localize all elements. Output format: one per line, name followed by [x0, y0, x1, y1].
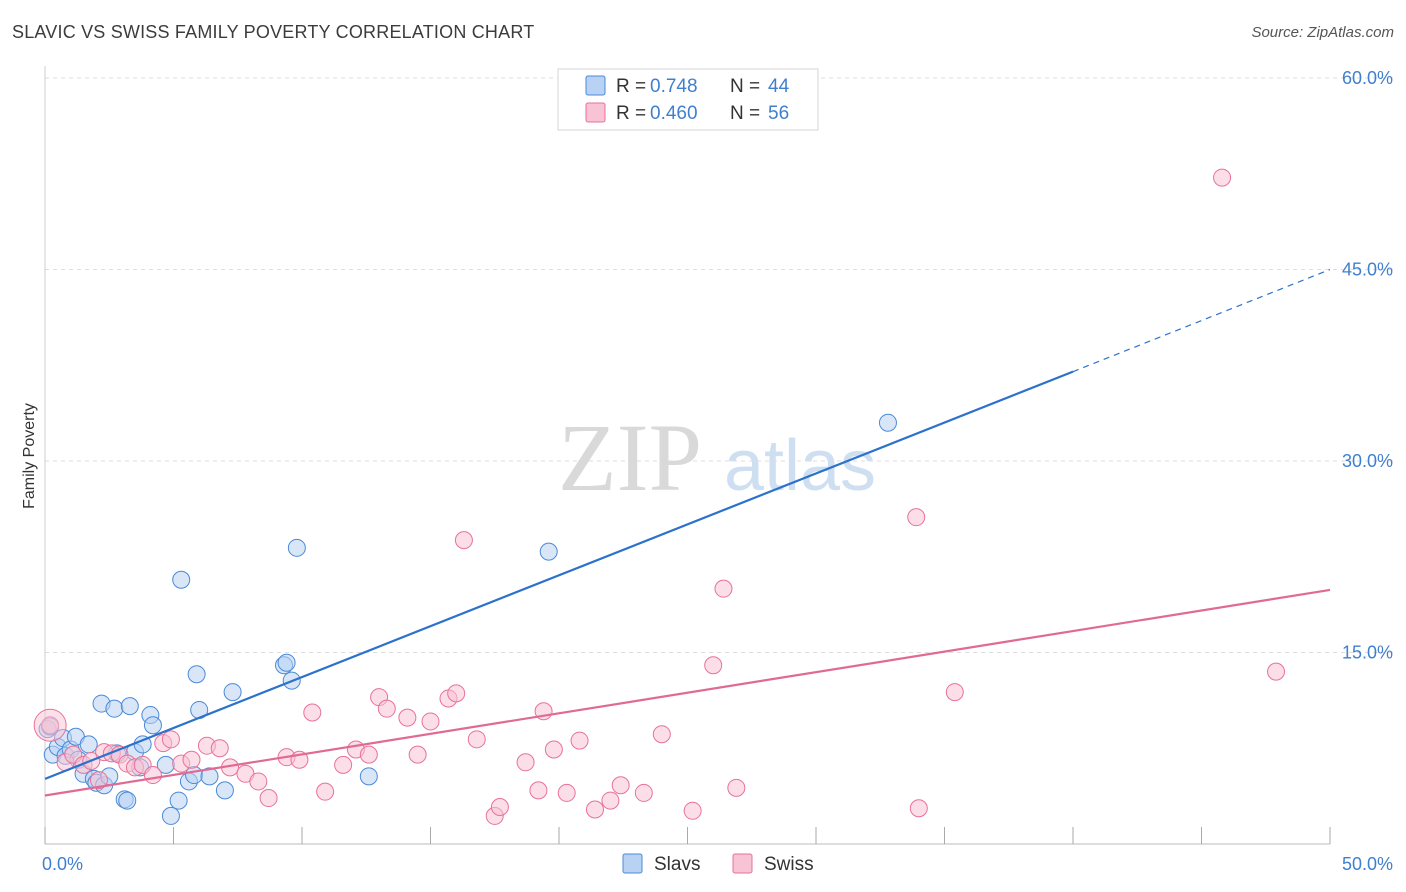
- trend-lines: [44, 268, 1331, 797]
- swiss-point: [634, 783, 653, 802]
- stats-legend-swiss-n-label: N =: [730, 103, 760, 124]
- slavs-point: [539, 542, 558, 561]
- series-legend-swiss-label: Swiss: [764, 854, 814, 875]
- slavs-point: [187, 665, 206, 684]
- slavs-point: [200, 767, 219, 786]
- swiss-point: [601, 791, 620, 810]
- slavs-point: [172, 570, 191, 589]
- grid: [45, 77, 1395, 653]
- stats-legend-swiss-n-value: 56: [768, 103, 789, 124]
- y-tick-label: 30.0%: [1342, 451, 1393, 471]
- swiss-point: [89, 771, 108, 790]
- series-legend-swiss-swatch: [732, 853, 753, 874]
- swiss-point: [398, 708, 417, 727]
- swiss-point: [907, 508, 926, 527]
- swiss-point: [529, 781, 548, 800]
- swiss-point: [249, 772, 268, 791]
- swiss-point: [490, 797, 509, 816]
- swiss-point: [652, 725, 671, 744]
- swiss-point: [316, 782, 335, 801]
- watermark-atlas: atlas: [724, 426, 876, 506]
- tick-labels: 15.0% 30.0% 45.0% 60.0% 0.0% 50.0%: [42, 68, 1393, 874]
- swiss-point: [259, 789, 278, 808]
- swiss-point: [1267, 662, 1286, 681]
- swiss-point: [33, 708, 67, 742]
- swiss-point: [945, 683, 964, 702]
- swiss-point: [544, 740, 563, 759]
- data-points: [33, 168, 1286, 825]
- series-legend-slavs-swatch: [622, 853, 643, 874]
- stats-legend-slavs-swatch: [585, 75, 606, 96]
- slavs-point: [359, 767, 378, 786]
- stats-legend-slavs-n-label: N =: [730, 76, 760, 97]
- y-axis-label: Family Poverty: [21, 403, 38, 509]
- swiss-point: [467, 730, 486, 749]
- swiss-point: [161, 730, 180, 749]
- swiss-point: [683, 801, 702, 820]
- x-tick-label: 0.0%: [42, 854, 83, 874]
- swiss-point: [1213, 168, 1232, 187]
- slavs-point: [120, 697, 139, 716]
- source-label: Source: ZipAtlas.com: [1251, 24, 1394, 41]
- slavs-point: [287, 538, 306, 557]
- swiss-point: [359, 745, 378, 764]
- watermark-zip: ZIP: [558, 404, 702, 511]
- swiss-point: [727, 778, 746, 797]
- slavs-point: [118, 791, 137, 810]
- slavs-point: [169, 791, 188, 810]
- slavs-point: [277, 653, 296, 672]
- swiss-trend-line: [44, 588, 1331, 797]
- swiss-point: [570, 731, 589, 750]
- swiss-point: [334, 755, 353, 774]
- swiss-point: [210, 739, 229, 758]
- slavs-point: [143, 716, 162, 735]
- stats-legend-swiss-swatch: [585, 102, 606, 123]
- swiss-point: [303, 703, 322, 722]
- swiss-point: [704, 656, 723, 675]
- stats-legend-slavs-n-value: 44: [768, 76, 790, 97]
- stats-legend-swiss-r-label: R =: [616, 103, 646, 124]
- slavs-point: [105, 699, 124, 718]
- watermark: ZIP atlas: [558, 404, 876, 511]
- slavs-point: [161, 806, 180, 825]
- swiss-point: [714, 579, 733, 598]
- swiss-point: [611, 776, 630, 795]
- y-tick-label: 15.0%: [1342, 643, 1393, 663]
- swiss-point: [421, 712, 440, 731]
- x-tick-label: 50.0%: [1342, 854, 1393, 874]
- swiss-point: [143, 766, 162, 785]
- slavs-point: [79, 735, 98, 754]
- swiss-point: [454, 531, 473, 550]
- chart-title: SLAVIC VS SWISS FAMILY POVERTY CORRELATI…: [12, 22, 535, 42]
- swiss-point: [557, 783, 576, 802]
- slavs-point: [215, 781, 234, 800]
- slavs-point: [223, 683, 242, 702]
- swiss-point: [182, 750, 201, 769]
- y-tick-label: 45.0%: [1342, 260, 1393, 280]
- y-tick-label: 60.0%: [1342, 68, 1393, 88]
- swiss-point: [909, 799, 928, 818]
- swiss-point: [408, 745, 427, 764]
- slavs-trend-extension: [1072, 268, 1331, 373]
- slavs-point: [878, 413, 897, 432]
- swiss-point: [447, 684, 466, 703]
- swiss-point: [516, 753, 535, 772]
- stats-legend-slavs-r-label: R =: [616, 76, 646, 97]
- slavs-trend-line: [44, 370, 1074, 780]
- swiss-point: [585, 800, 604, 819]
- stats-legend-swiss-r-value: 0.460: [650, 103, 698, 124]
- stats-legend-slavs-r-value: 0.748: [650, 76, 698, 97]
- series-legend: Slavs Swiss: [622, 853, 814, 875]
- stats-legend: R = 0.748 N = 44 R = 0.460 N = 56: [557, 68, 819, 131]
- swiss-point: [377, 699, 396, 718]
- series-legend-slavs-label: Slavs: [654, 854, 700, 875]
